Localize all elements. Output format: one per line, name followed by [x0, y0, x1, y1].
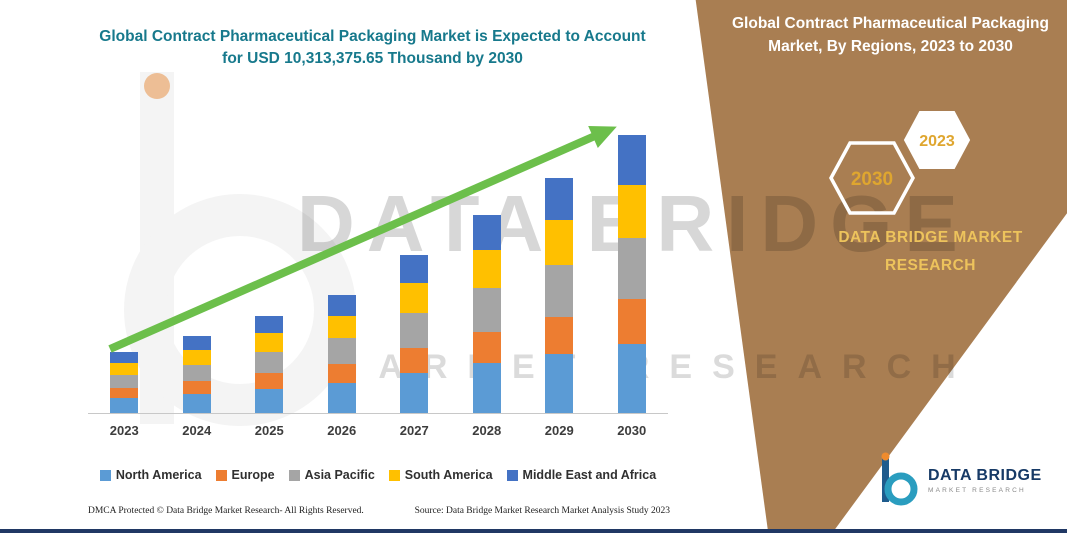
x-axis-label-2030: 2030	[617, 423, 647, 438]
bar-segment-2024-europe	[182, 381, 211, 394]
hexagon-2023: 2023	[903, 111, 971, 169]
bar-segment-2026-europe	[327, 364, 356, 384]
hexagon-2023-label: 2023	[919, 133, 955, 150]
bar-segment-2023-asia-pacific	[110, 374, 139, 389]
bar-segment-2028-asia-pacific	[472, 288, 501, 332]
logo-name: DATA BRIDGE	[928, 466, 1042, 484]
bar-segment-2026-south-america	[327, 315, 356, 339]
hexagon-2030: 2030	[829, 141, 915, 215]
bar-segment-2027-asia-pacific	[400, 313, 429, 349]
bar-segment-2027-north-america	[400, 373, 429, 413]
x-axis-label-2025: 2025	[254, 423, 284, 438]
bar-segment-2027-south-america	[400, 283, 429, 314]
bar-segment-2024-south-america	[182, 350, 211, 365]
bar-segment-2026-asia-pacific	[327, 338, 356, 365]
hexagon-2030-label: 2030	[851, 169, 893, 190]
stacked-bar-chart: 2023 2024 2025 2026 2027 2028 2029 2030 North A…	[88, 116, 668, 482]
bar-segment-2027-europe	[400, 348, 429, 374]
bar-segment-2028-south-america	[472, 250, 501, 289]
bar-segment-2029-south-america	[545, 220, 574, 265]
bar-segment-2030-asia-pacific	[617, 237, 646, 299]
bar-segment-2023-middle-east-and-africa	[110, 352, 139, 364]
brand-text: DATA BRIDGE MARKET RESEARCH	[838, 229, 1023, 274]
footer-source-text: Source: Data Bridge Market Research Mark…	[414, 506, 670, 516]
x-axis-labels: 2023 2024 2025 2026 2027 2028 2029 2030	[88, 423, 668, 438]
bar-chart-plot-area	[88, 116, 668, 414]
databridge-logo-icon	[881, 452, 918, 506]
bar-segment-2023-north-america	[110, 397, 139, 413]
bar-segment-2030-south-america	[617, 185, 646, 238]
bar-2024	[182, 336, 211, 413]
bottom-accent-bar	[0, 529, 1067, 533]
legend-swatch-europe	[215, 469, 227, 481]
bar-segment-2030-middle-east-and-africa	[617, 135, 646, 186]
legend-swatch-middle-east-and-africa	[506, 469, 518, 481]
bar-segment-2026-middle-east-and-africa	[327, 294, 356, 316]
bar-segment-2028-middle-east-and-africa	[472, 214, 501, 251]
logo-subtitle: MARKET RESEARCH	[928, 486, 1026, 494]
chart-legend: North America Europe Asia Pacific South Ame…	[88, 468, 668, 482]
bar-segment-2024-north-america	[182, 393, 211, 413]
legend-item-north-america: North America	[99, 468, 202, 482]
watermark-orange-dot	[144, 73, 170, 99]
legend-item-asia-pacific: Asia Pacific	[288, 468, 375, 482]
footer-dmca-text: DMCA Protected © Data Bridge Market Rese…	[88, 506, 364, 516]
x-axis-label-2028: 2028	[472, 423, 502, 438]
bar-2023	[110, 352, 139, 413]
footer: DMCA Protected © Data Bridge Market Rese…	[88, 506, 670, 516]
bar-2028	[472, 214, 501, 413]
right-panel-title: Global Contract Pharmaceutical Packaging…	[732, 15, 1049, 56]
chart-title: Global Contract Pharmaceutical Packaging…	[99, 28, 646, 68]
bar-segment-2024-middle-east-and-africa	[182, 336, 211, 351]
bar-2025	[255, 315, 284, 413]
legend-label-europe: Europe	[231, 468, 275, 482]
legend-item-south-america: South America	[388, 468, 493, 482]
x-axis-label-2024: 2024	[182, 423, 212, 438]
bar-2026	[327, 294, 356, 413]
legend-item-europe: Europe	[215, 468, 275, 482]
bar-segment-2025-north-america	[255, 388, 284, 413]
legend-label-south-america: South America	[404, 468, 493, 482]
bar-segment-2025-middle-east-and-africa	[255, 315, 284, 334]
legend-item-middle-east-and-africa: Middle East and Africa	[506, 468, 657, 482]
bar-segment-2029-asia-pacific	[545, 264, 574, 317]
x-axis-label-2027: 2027	[399, 423, 429, 438]
bar-segment-2023-south-america	[110, 363, 139, 375]
bar-segment-2025-asia-pacific	[255, 351, 284, 374]
bar-2027	[400, 254, 429, 413]
legend-swatch-asia-pacific	[288, 469, 300, 481]
bar-2030	[617, 135, 646, 413]
legend-label-north-america: North America	[115, 468, 202, 482]
bar-segment-2029-europe	[545, 316, 574, 355]
bar-segment-2029-north-america	[545, 354, 574, 413]
databridge-logo: DATA BRIDGE MARKET RESEARCH	[876, 452, 1042, 508]
bar-segment-2025-europe	[255, 373, 284, 389]
x-axis-label-2029: 2029	[544, 423, 574, 438]
bar-segment-2028-north-america	[472, 363, 501, 413]
bar-segment-2025-south-america	[255, 333, 284, 352]
bar-2029	[545, 177, 574, 413]
bar-segment-2024-asia-pacific	[182, 364, 211, 382]
bar-segment-2030-europe	[617, 299, 646, 344]
legend-label-middle-east-and-africa: Middle East and Africa	[522, 468, 657, 482]
bar-segment-2023-europe	[110, 388, 139, 398]
legend-swatch-north-america	[99, 469, 111, 481]
bar-segment-2029-middle-east-and-africa	[545, 177, 574, 221]
x-axis-label-2026: 2026	[327, 423, 357, 438]
bar-segment-2030-north-america	[617, 343, 646, 413]
x-axis-label-2023: 2023	[109, 423, 139, 438]
legend-label-asia-pacific: Asia Pacific	[304, 468, 375, 482]
databridge-logo-text: DATA BRIDGE MARKET RESEARCH	[928, 467, 1042, 494]
legend-swatch-south-america	[388, 469, 400, 481]
bar-segment-2027-middle-east-and-africa	[400, 254, 429, 284]
bar-segment-2026-north-america	[327, 383, 356, 413]
bar-segment-2028-europe	[472, 331, 501, 364]
